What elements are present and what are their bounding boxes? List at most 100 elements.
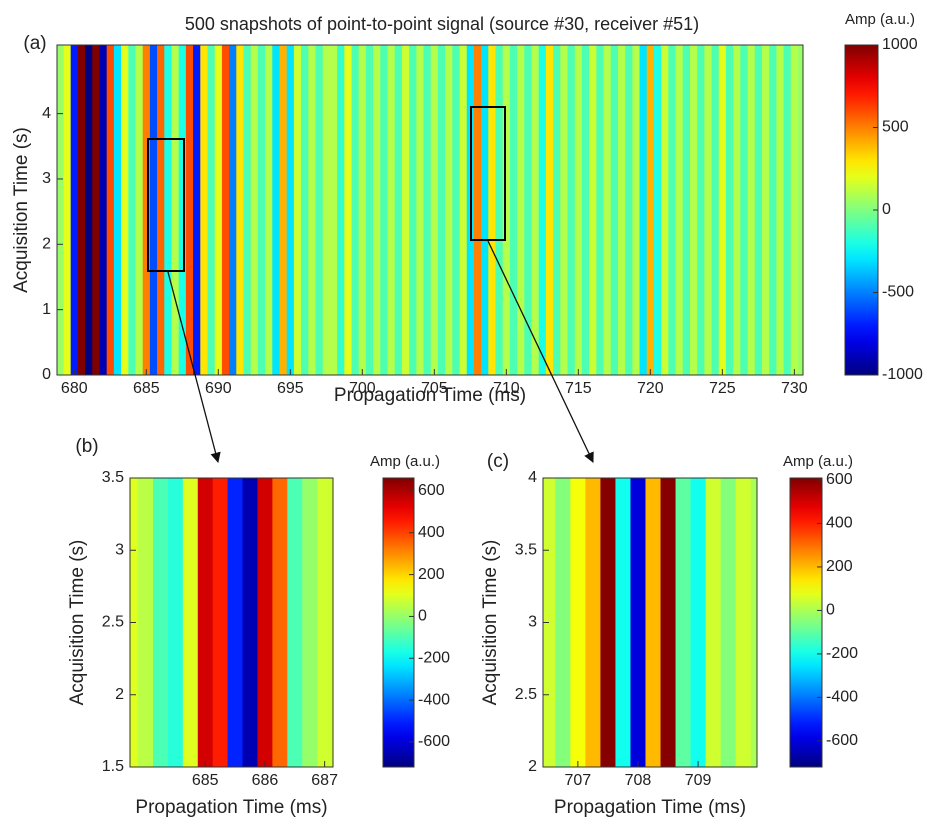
heatmap bbox=[57, 45, 803, 375]
heat-column bbox=[308, 45, 317, 375]
heat-column bbox=[265, 45, 273, 375]
heat-column bbox=[337, 45, 345, 375]
colorbar-tick-label: 600 bbox=[418, 482, 445, 499]
heat-column bbox=[317, 478, 333, 767]
heat-column bbox=[797, 45, 803, 375]
heat-column bbox=[704, 45, 713, 375]
heat-column bbox=[365, 45, 374, 375]
heat-column bbox=[70, 45, 79, 375]
heat-column bbox=[783, 45, 792, 375]
y-tick-label: 3 bbox=[115, 541, 124, 558]
y-tick-label: 4 bbox=[528, 469, 537, 486]
heat-column bbox=[409, 45, 417, 375]
heat-column bbox=[524, 45, 533, 375]
colorbar-tick-label: 400 bbox=[418, 524, 445, 541]
heat-column bbox=[711, 45, 720, 375]
heat-column bbox=[560, 45, 569, 375]
heat-column bbox=[596, 45, 605, 375]
heatmap bbox=[130, 478, 333, 767]
colorbar-tick-label: -200 bbox=[418, 649, 450, 666]
y-tick-label: 3 bbox=[42, 170, 51, 187]
heat-column bbox=[113, 45, 122, 375]
y-tick-label: 2 bbox=[42, 236, 51, 253]
heat-column bbox=[106, 45, 115, 375]
heat-column bbox=[193, 45, 201, 375]
heat-column bbox=[185, 45, 194, 375]
heat-column bbox=[445, 45, 453, 375]
heat-column bbox=[545, 45, 554, 375]
heat-column bbox=[227, 478, 244, 767]
x-tick-label: 710 bbox=[493, 380, 520, 397]
heat-column bbox=[574, 45, 583, 375]
x-tick-label: 708 bbox=[625, 772, 652, 789]
heat-column bbox=[121, 45, 129, 375]
heat-column bbox=[761, 45, 770, 375]
heat-column bbox=[380, 45, 389, 375]
heat-column bbox=[452, 45, 461, 375]
x-tick-label: 690 bbox=[205, 380, 232, 397]
heat-column bbox=[720, 478, 737, 767]
heat-column bbox=[322, 45, 331, 375]
heat-column bbox=[790, 45, 799, 375]
heat-column bbox=[668, 45, 677, 375]
annotations bbox=[147, 106, 594, 464]
heat-column bbox=[660, 478, 677, 767]
heat-column bbox=[293, 45, 302, 375]
heat-column bbox=[157, 45, 165, 375]
zoom-box bbox=[470, 106, 506, 241]
heat-column bbox=[531, 45, 540, 375]
heat-column bbox=[725, 45, 734, 375]
heat-column bbox=[315, 45, 324, 375]
heat-column bbox=[152, 478, 169, 767]
heat-column bbox=[538, 45, 547, 375]
y-tick-label: 1 bbox=[42, 301, 51, 318]
y-tick-label: 4 bbox=[42, 105, 51, 122]
heat-column bbox=[182, 478, 199, 767]
heat-column bbox=[214, 45, 223, 375]
heat-column bbox=[242, 478, 259, 767]
heat-column bbox=[279, 45, 288, 375]
colorbar-tick-label: -600 bbox=[826, 732, 858, 749]
colorbar-tick-label: -1000 bbox=[882, 366, 923, 383]
colorbar-tick-label: 600 bbox=[826, 471, 853, 488]
heat-column bbox=[387, 45, 396, 375]
y-axis-label: Acquisition Time (s) bbox=[67, 540, 88, 706]
x-tick-label: 730 bbox=[781, 380, 808, 397]
x-tick-label: 720 bbox=[637, 380, 664, 397]
heat-column bbox=[735, 478, 752, 767]
heat-column bbox=[135, 45, 144, 375]
heat-column bbox=[243, 45, 252, 375]
heat-column bbox=[615, 478, 632, 767]
heat-column bbox=[481, 45, 489, 375]
heat-column bbox=[85, 45, 93, 375]
heat-column bbox=[207, 45, 216, 375]
heat-column bbox=[423, 45, 432, 375]
heat-column bbox=[646, 45, 655, 375]
heat-column bbox=[697, 45, 705, 375]
heat-column bbox=[128, 45, 137, 375]
colorbar-tick-label: 1000 bbox=[882, 36, 918, 53]
y-tick-label: 2.5 bbox=[102, 614, 124, 631]
heat-column bbox=[286, 45, 295, 375]
x-tick-label: 687 bbox=[311, 772, 338, 789]
heat-column bbox=[302, 478, 318, 767]
colorbar bbox=[789, 477, 823, 768]
colorbar-tick-label: 0 bbox=[882, 201, 891, 218]
heat-column bbox=[437, 45, 446, 375]
heat-column bbox=[690, 478, 707, 767]
x-tick-label: 707 bbox=[565, 772, 592, 789]
heat-column bbox=[459, 45, 468, 375]
heat-column bbox=[682, 45, 691, 375]
heat-column bbox=[257, 45, 266, 375]
heat-column bbox=[750, 478, 757, 767]
heat-column bbox=[705, 478, 722, 767]
zoom-arrow bbox=[487, 240, 594, 463]
colorbar-label: Amp (a.u.) bbox=[845, 11, 915, 28]
heat-column bbox=[639, 45, 648, 375]
heat-column bbox=[430, 45, 439, 375]
y-tick-label: 2 bbox=[528, 758, 537, 775]
heat-column bbox=[754, 45, 763, 375]
heat-column bbox=[221, 45, 230, 375]
heat-column bbox=[77, 45, 86, 375]
heat-column bbox=[394, 45, 403, 375]
